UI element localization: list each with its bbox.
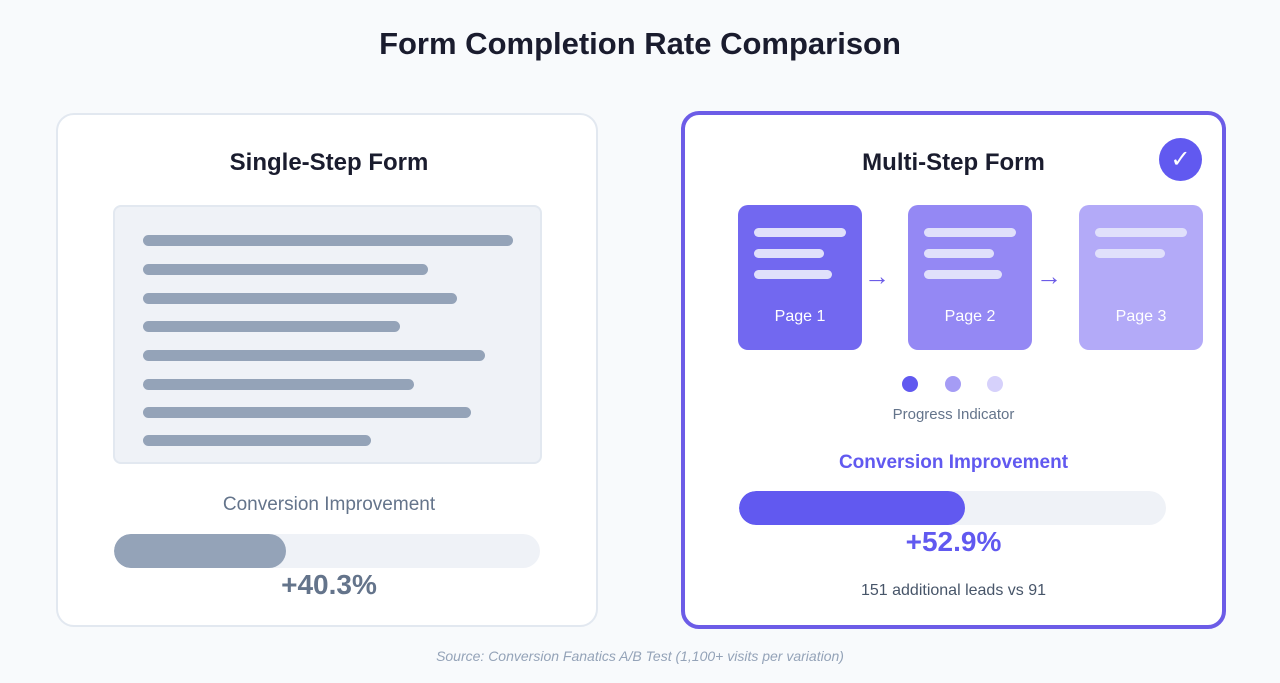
- page-label: Page 2: [944, 308, 996, 325]
- form-line: [143, 293, 457, 304]
- arrow-right-icon: →: [1036, 261, 1062, 291]
- multi-note: 151 additional leads vs 91: [860, 582, 1047, 599]
- page-2-card: Page 2: [908, 205, 1032, 350]
- form-line: [143, 407, 471, 418]
- form-line: [143, 235, 513, 246]
- page-label: Page 3: [1115, 308, 1167, 325]
- multi-progress-bar: [739, 491, 1166, 525]
- progress-dot: [987, 376, 1003, 392]
- multi-step-title: Multi-Step Form: [862, 149, 1045, 176]
- page-1-card: Page 1: [738, 205, 862, 350]
- multi-value: +52.9%: [905, 526, 1002, 557]
- page-label: Page 1: [774, 308, 826, 325]
- single-progress-bar: [114, 534, 540, 568]
- single-metric-label: Conversion Improvement: [222, 494, 436, 515]
- page-3-card: Page 3: [1079, 205, 1203, 350]
- single-value: +40.3%: [281, 569, 377, 600]
- arrow-right-icon: →: [864, 261, 890, 291]
- multi-step-card: [681, 111, 1226, 629]
- multi-progress-fill: [739, 491, 965, 525]
- source-note: Source: Conversion Fanatics A/B Test (1,…: [436, 648, 844, 664]
- progress-indicator-label: Progress Indicator: [892, 406, 1015, 423]
- multi-metric-label: Conversion Improvement: [838, 452, 1069, 473]
- page-title: Form Completion Rate Comparison: [379, 26, 901, 61]
- single-step-title: Single-Step Form: [229, 149, 429, 176]
- single-form-illustration: [113, 205, 542, 464]
- form-line: [143, 379, 414, 390]
- single-progress-fill: [114, 534, 286, 568]
- form-line: [143, 435, 371, 446]
- form-line: [143, 321, 400, 332]
- form-line: [143, 350, 485, 361]
- progress-dot: [945, 376, 961, 392]
- form-line: [143, 264, 428, 275]
- check-icon: ✓: [1159, 138, 1202, 181]
- progress-dot-active: [902, 376, 918, 392]
